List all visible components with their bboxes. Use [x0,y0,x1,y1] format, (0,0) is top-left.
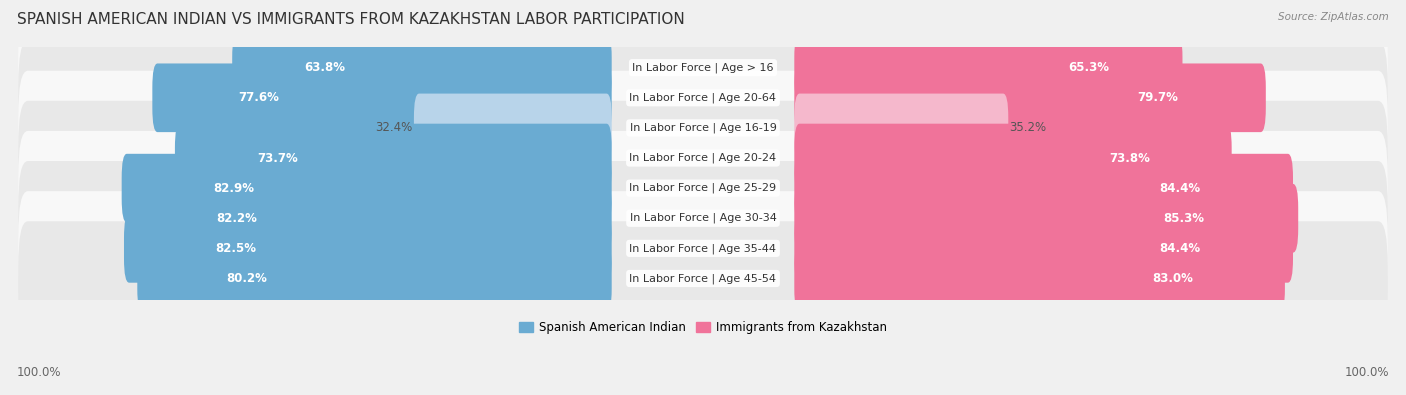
FancyBboxPatch shape [794,154,1294,222]
Text: Source: ZipAtlas.com: Source: ZipAtlas.com [1278,12,1389,22]
FancyBboxPatch shape [794,214,1294,283]
Text: 65.3%: 65.3% [1069,61,1109,74]
Text: 82.9%: 82.9% [214,182,254,195]
Legend: Spanish American Indian, Immigrants from Kazakhstan: Spanish American Indian, Immigrants from… [515,317,891,339]
Text: 80.2%: 80.2% [226,272,267,285]
Text: In Labor Force | Age 35-44: In Labor Force | Age 35-44 [630,243,776,254]
Text: 84.4%: 84.4% [1159,182,1199,195]
FancyBboxPatch shape [18,191,1388,306]
Text: 83.0%: 83.0% [1153,272,1194,285]
FancyBboxPatch shape [18,10,1388,125]
FancyBboxPatch shape [18,131,1388,245]
FancyBboxPatch shape [125,184,612,252]
FancyBboxPatch shape [794,64,1265,132]
Text: In Labor Force | Age 30-34: In Labor Force | Age 30-34 [630,213,776,224]
Text: 85.3%: 85.3% [1163,212,1204,225]
FancyBboxPatch shape [18,221,1388,336]
FancyBboxPatch shape [794,33,1182,102]
FancyBboxPatch shape [794,94,1008,162]
FancyBboxPatch shape [18,161,1388,275]
Text: 73.8%: 73.8% [1109,152,1150,165]
Text: SPANISH AMERICAN INDIAN VS IMMIGRANTS FROM KAZAKHSTAN LABOR PARTICIPATION: SPANISH AMERICAN INDIAN VS IMMIGRANTS FR… [17,12,685,27]
FancyBboxPatch shape [174,124,612,192]
Text: 82.2%: 82.2% [217,212,257,225]
Text: 100.0%: 100.0% [1344,366,1389,379]
Text: 77.6%: 77.6% [239,91,280,104]
Text: In Labor Force | Age 20-24: In Labor Force | Age 20-24 [630,153,776,163]
Text: In Labor Force | Age > 16: In Labor Force | Age > 16 [633,62,773,73]
Text: 79.7%: 79.7% [1137,91,1178,104]
Text: In Labor Force | Age 25-29: In Labor Force | Age 25-29 [630,183,776,194]
Text: 35.2%: 35.2% [1010,121,1046,134]
Text: 73.7%: 73.7% [257,152,298,165]
Text: 82.5%: 82.5% [215,242,256,255]
FancyBboxPatch shape [124,214,612,283]
FancyBboxPatch shape [18,101,1388,215]
FancyBboxPatch shape [18,41,1388,155]
Text: 100.0%: 100.0% [17,366,62,379]
FancyBboxPatch shape [18,71,1388,185]
FancyBboxPatch shape [232,33,612,102]
FancyBboxPatch shape [152,64,612,132]
FancyBboxPatch shape [138,244,612,313]
Text: In Labor Force | Age 45-54: In Labor Force | Age 45-54 [630,273,776,284]
FancyBboxPatch shape [794,124,1232,192]
FancyBboxPatch shape [794,184,1298,252]
Text: 84.4%: 84.4% [1159,242,1199,255]
Text: In Labor Force | Age 16-19: In Labor Force | Age 16-19 [630,123,776,133]
Text: In Labor Force | Age 20-64: In Labor Force | Age 20-64 [630,92,776,103]
FancyBboxPatch shape [794,244,1285,313]
Text: 32.4%: 32.4% [375,121,412,134]
FancyBboxPatch shape [413,94,612,162]
Text: 63.8%: 63.8% [304,61,344,74]
FancyBboxPatch shape [122,154,612,222]
